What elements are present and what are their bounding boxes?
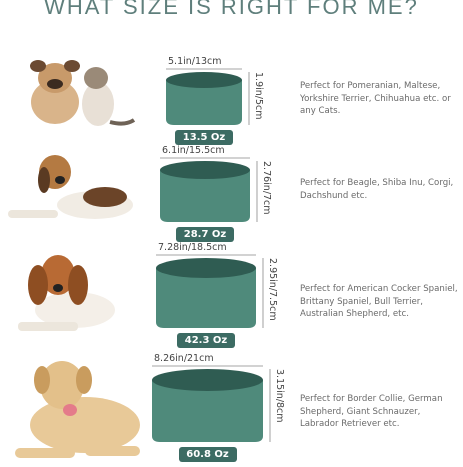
bowl-body [152, 380, 263, 442]
width-label: 6.1in/15.5cm [162, 145, 225, 156]
capacity-badge: 28.7 Oz [176, 227, 234, 242]
description: Perfect for American Cocker Spaniel, Bri… [300, 284, 458, 320]
beagle [8, 155, 133, 219]
bowl-rim [156, 258, 256, 278]
width-label: 7.28in/18.5cm [158, 242, 227, 253]
bowl-rim [160, 161, 250, 179]
bowls [152, 68, 271, 442]
height-label: 2.95in/7.5cm [267, 258, 278, 321]
height-label: 2.76in/7cm [261, 161, 272, 215]
bowl-rim [166, 72, 242, 88]
bowl-body [156, 268, 256, 328]
width-label: 8.26in/21cm [154, 353, 214, 364]
height-label: 3.15in/8cm [274, 369, 285, 423]
cocker-spaniel [18, 255, 115, 331]
bowl-body [160, 170, 250, 222]
description: Perfect for Pomeranian, Maltese, Yorkshi… [300, 81, 451, 117]
bowl-body [166, 80, 242, 125]
capacity-badge: 60.8 Oz [178, 447, 237, 462]
bowl-rim [152, 369, 263, 391]
capacity-badge: 13.5 Oz [175, 130, 233, 145]
labrador [15, 361, 140, 458]
title: WHAT SIZE IS RIGHT FOR ME? [44, 0, 419, 19]
width-label: 5.1in/13cm [168, 56, 222, 67]
puppy-and-kitten [30, 60, 136, 126]
capacity-badge: 42.3 Oz [177, 333, 235, 348]
description: Perfect for Border Collie, German Shephe… [300, 394, 443, 430]
height-label: 1.9in/5cm [253, 72, 264, 120]
description: Perfect for Beagle, Shiba Inu, Corgi, Da… [300, 178, 454, 201]
